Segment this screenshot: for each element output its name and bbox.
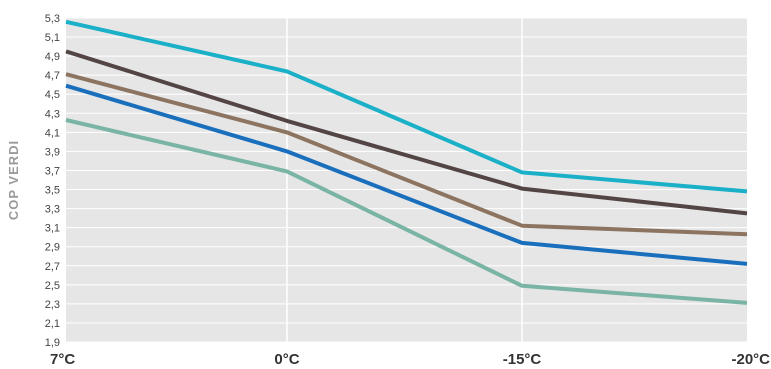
series-line-1 [65,19,748,194]
x-tick-label: -20°C [731,351,770,368]
y-tick-label: 3,7 [45,165,60,177]
y-axis-label: COP VERDI [6,140,21,220]
series-lines [65,19,748,305]
y-tick-label: 5,1 [45,32,60,44]
series-line-3 [65,72,748,237]
y-tick-label: 3,5 [45,185,60,197]
y-tick-label: 2,1 [45,318,60,330]
x-tick-label: 0°C [274,351,299,368]
y-tick-label: 1,9 [45,337,60,349]
series-line-5 [65,118,748,305]
y-axis-ticks: 1,9 2,1 2,3 2,5 2,7 2,9 3,1 3,3 3,5 3,7 3,9 4,1 4,3 4… [45,13,60,349]
y-tick-label: 4,1 [45,127,60,139]
y-tick-label: 4,9 [45,51,60,63]
y-tick-label: 4,3 [45,108,60,120]
series-line-4 [65,83,748,266]
y-tick-label: 5,3 [45,13,60,25]
y-tick-label: 2,9 [45,242,60,254]
y-tick-label: 3,3 [45,204,60,216]
y-tick-label: 3,1 [45,223,60,235]
x-tick-label: -15°C [503,351,542,368]
x-tick-label: 7°C [50,351,75,368]
y-tick-label: 2,7 [45,261,60,273]
y-tick-label: 2,5 [45,280,60,292]
y-tick-label: 4,5 [45,89,60,101]
y-tick-label: 2,3 [45,299,60,311]
y-tick-label: 3,9 [45,146,60,158]
x-axis-ticks: 7°C 0°C -15°C -20°C [50,351,770,368]
y-tick-label: 4,7 [45,70,60,82]
series-line-2 [65,49,748,216]
gridlines [66,17,747,343]
